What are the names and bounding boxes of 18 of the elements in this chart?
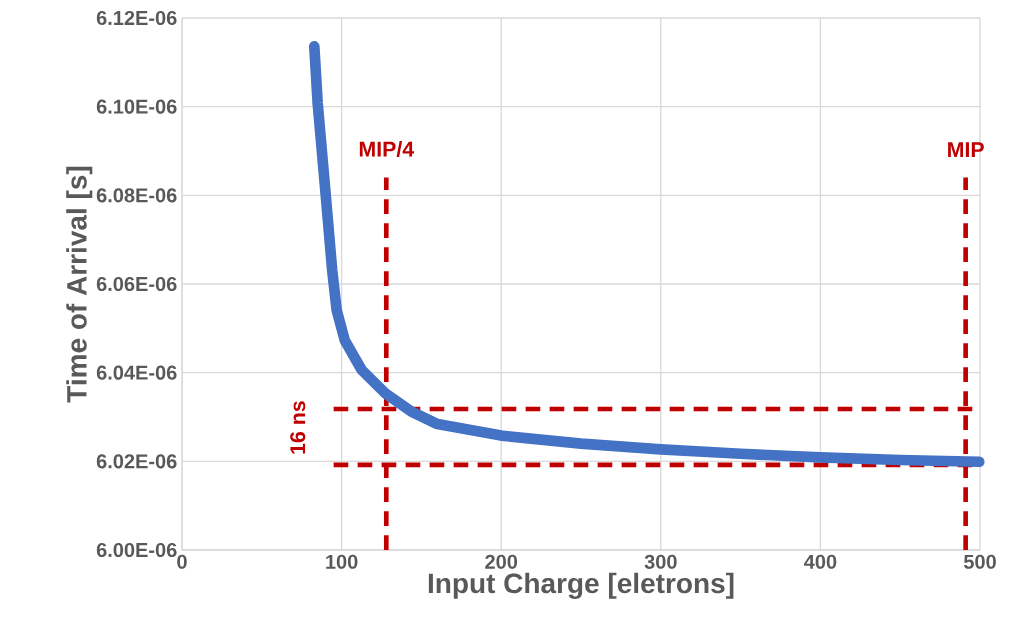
x-tick-label: 0 — [177, 554, 187, 569]
x-tick-label: 500 — [963, 554, 996, 569]
annotation: 16 ns — [290, 401, 306, 454]
ref-line-label: MIP — [948, 142, 984, 157]
x-tick-label: 400 — [804, 554, 837, 569]
y-tick-label: 6.04E-06 — [96, 365, 177, 380]
x-tick-label: 300 — [644, 554, 677, 569]
y-tick-label: 6.02E-06 — [96, 454, 177, 469]
y-tick-label: 6.06E-06 — [96, 276, 177, 292]
y-tick-label: 6.12E-06 — [96, 10, 177, 26]
y-tick-label: 6.08E-06 — [96, 188, 177, 203]
x-tick-label: 200 — [485, 554, 518, 569]
y-tick-label: 6.10E-06 — [96, 99, 177, 114]
ref-line-label: MIP/4 — [359, 141, 415, 157]
x-tick-label: 100 — [326, 554, 358, 569]
y-axis-title: Time of Arrival [s] — [66, 166, 93, 403]
y-tick-label: 6.00E-06 — [96, 542, 177, 558]
x-axis-title: Input Charge [eletrons] — [428, 572, 734, 599]
